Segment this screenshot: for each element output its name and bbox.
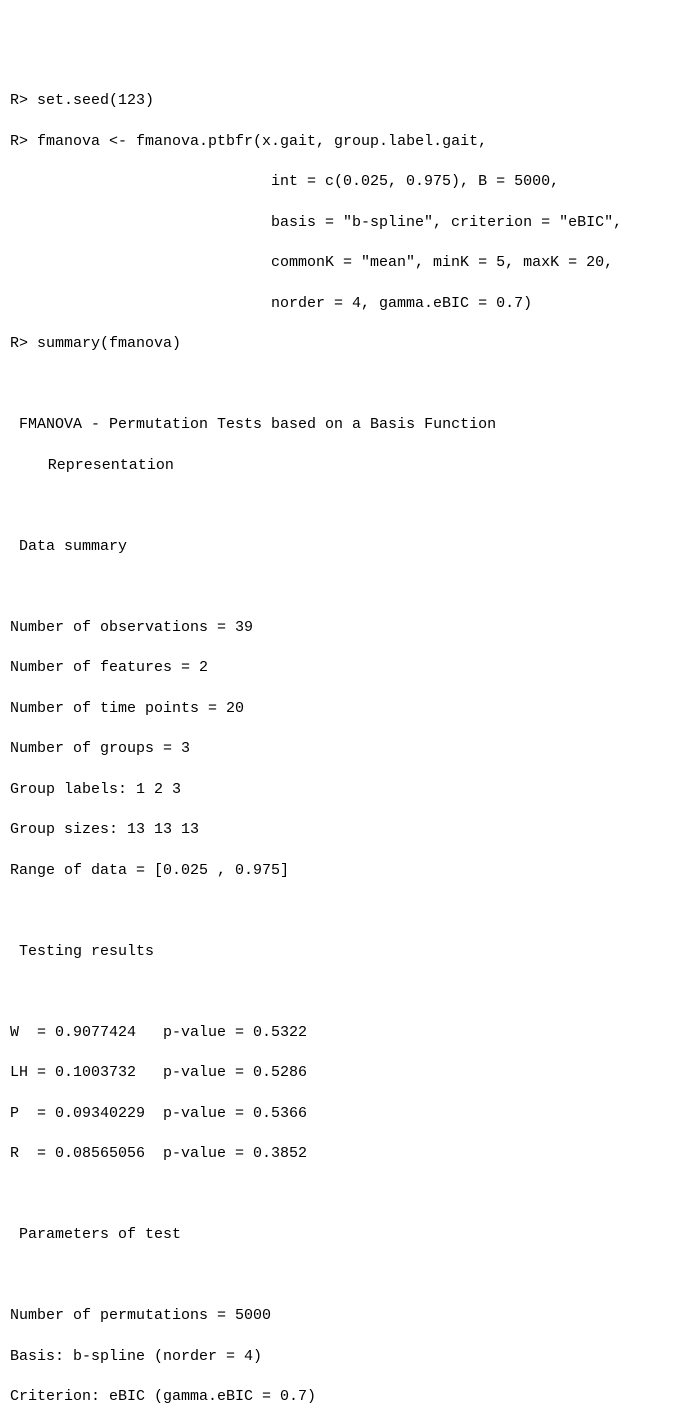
- data-summary-line: Number of time points = 20: [10, 699, 675, 719]
- param-line: Criterion: eBIC (gamma.eBIC = 0.7): [10, 1387, 675, 1407]
- test-result-line: R = 0.08565056 p-value = 0.3852: [10, 1144, 675, 1164]
- data-summary-line: Number of groups = 3: [10, 739, 675, 759]
- blank-line: [10, 375, 675, 395]
- blank-line: [10, 1185, 675, 1205]
- blank-line: [10, 1266, 675, 1286]
- section-header: Testing results: [10, 942, 675, 962]
- param-line: Number of permutations = 5000: [10, 1306, 675, 1326]
- test-result-line: LH = 0.1003732 p-value = 0.5286: [10, 1063, 675, 1083]
- r-code-line: R> fmanova <- fmanova.ptbfr(x.gait, grou…: [10, 132, 675, 152]
- output-header: FMANOVA - Permutation Tests based on a B…: [10, 415, 675, 435]
- output-header: Representation: [10, 456, 675, 476]
- blank-line: [10, 496, 675, 516]
- data-summary-line: Number of features = 2: [10, 658, 675, 678]
- blank-line: [10, 982, 675, 1002]
- blank-line: [10, 901, 675, 921]
- data-summary-line: Group labels: 1 2 3: [10, 780, 675, 800]
- r-code-line: int = c(0.025, 0.975), B = 5000,: [10, 172, 675, 192]
- data-summary-line: Group sizes: 13 13 13: [10, 820, 675, 840]
- test-result-line: W = 0.9077424 p-value = 0.5322: [10, 1023, 675, 1043]
- r-code-line: norder = 4, gamma.eBIC = 0.7): [10, 294, 675, 314]
- section-header: Data summary: [10, 537, 675, 557]
- r-code-line: R> set.seed(123): [10, 91, 675, 111]
- r-code-line: R> summary(fmanova): [10, 334, 675, 354]
- blank-line: [10, 577, 675, 597]
- data-summary-line: Number of observations = 39: [10, 618, 675, 638]
- param-line: Basis: b-spline (norder = 4): [10, 1347, 675, 1367]
- test-result-line: P = 0.09340229 p-value = 0.5366: [10, 1104, 675, 1124]
- r-code-line: basis = "b-spline", criterion = "eBIC",: [10, 213, 675, 233]
- data-summary-line: Range of data = [0.025 , 0.975]: [10, 861, 675, 881]
- r-code-line: commonK = "mean", minK = 5, maxK = 20,: [10, 253, 675, 273]
- section-header: Parameters of test: [10, 1225, 675, 1245]
